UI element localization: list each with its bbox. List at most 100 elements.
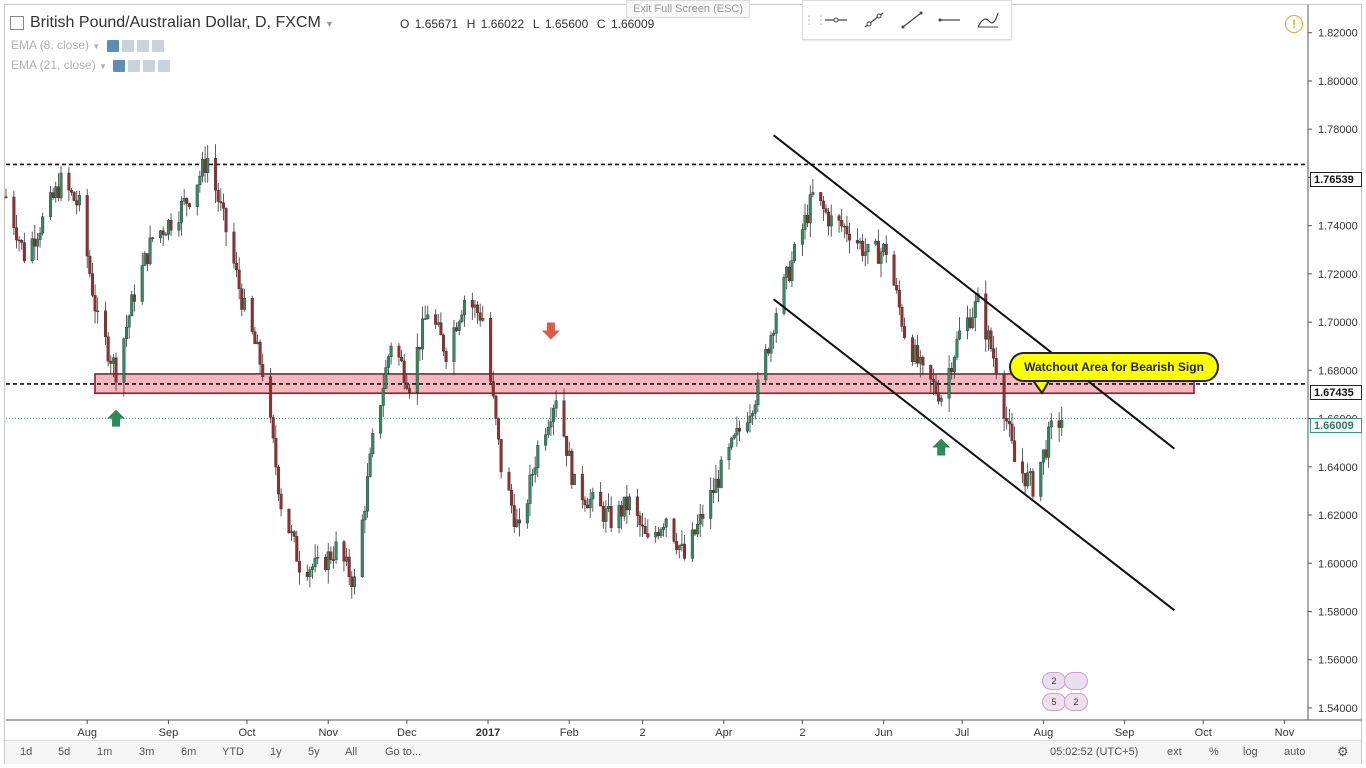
timeframe-1m[interactable]: 1m: [97, 746, 113, 758]
auto-toggle[interactable]: auto: [1284, 746, 1306, 758]
eye-icon[interactable]: [106, 39, 119, 52]
clock-display[interactable]: 05:02:52 (UTC+5): [1050, 746, 1139, 758]
candle-body: [127, 315, 131, 328]
timeframe-3m[interactable]: 3m: [139, 746, 155, 758]
candle-body: [696, 523, 700, 535]
legend-dropdown-icon[interactable]: ▼: [324, 19, 334, 29]
candle-body: [159, 230, 163, 239]
candle-body: [1020, 461, 1024, 474]
log-toggle[interactable]: log: [1243, 746, 1258, 758]
grip-icon[interactable]: ⋮⋮: [803, 13, 827, 27]
candle-body: [984, 293, 988, 340]
candle-body: [499, 439, 503, 473]
candle-body: [748, 415, 752, 424]
candle-body: [528, 474, 532, 504]
candle-body: [59, 172, 63, 199]
candle-body: [627, 496, 631, 511]
event-badge-aud[interactable]: 2: [1042, 672, 1066, 690]
y-tick-label: 1.60000: [1318, 558, 1358, 570]
horizontal-ray-icon[interactable]: [817, 1, 855, 39]
timeframe-1d[interactable]: 1d: [20, 746, 33, 758]
badge-count: 2: [1051, 676, 1057, 686]
candle-body: [96, 310, 100, 313]
candle-body: [311, 566, 315, 570]
gear-icon[interactable]: ⚙: [1337, 744, 1349, 759]
candle-body: [402, 360, 406, 383]
candle-body: [683, 543, 687, 559]
trend-line-icon[interactable]: [855, 1, 893, 39]
candle-body: [1007, 420, 1011, 425]
candle-body: [787, 266, 791, 282]
timeframe-5d[interactable]: 5d: [58, 746, 71, 758]
candle-body: [829, 215, 833, 227]
timeframe-6m[interactable]: 6m: [181, 746, 197, 758]
candle-body: [892, 254, 896, 286]
candle-body: [635, 496, 639, 516]
event-badge-gbp[interactable]: 5: [1042, 693, 1066, 711]
more-icon[interactable]: [143, 59, 156, 72]
candle-body: [1026, 472, 1030, 487]
candle-body: [973, 301, 977, 318]
candle-body: [753, 404, 757, 414]
event-badge-aud-2[interactable]: [1064, 672, 1088, 690]
event-badge-gbp-2[interactable]: 2: [1064, 693, 1088, 711]
indicator-ema-21[interactable]: EMA (21, close) ▼: [11, 58, 171, 72]
candle-body: [607, 505, 611, 509]
candle-body: [1039, 461, 1043, 497]
y-tick-label: 1.80000: [1318, 76, 1358, 88]
candle-body: [769, 335, 773, 354]
candle-body: [462, 299, 466, 316]
candle-body: [426, 314, 430, 319]
candle-body: [620, 505, 624, 517]
exit-fullscreen-button[interactable]: Exit Full Screen (ESC): [626, 0, 750, 18]
candle-body: [405, 382, 409, 389]
candle-body: [601, 506, 605, 522]
timeframe-all[interactable]: All: [345, 746, 358, 758]
gear-icon[interactable]: [128, 59, 141, 72]
candle-body: [617, 505, 621, 528]
candle-body: [12, 196, 16, 228]
timeframe-1y[interactable]: 1y: [270, 746, 282, 758]
candle-body: [918, 356, 922, 364]
gear-icon[interactable]: [121, 39, 134, 52]
candle-body: [955, 338, 959, 358]
candle-body: [793, 244, 797, 261]
indicator-ema-8[interactable]: EMA (8, close) ▼: [11, 38, 164, 52]
candle-body: [423, 318, 427, 320]
close-icon[interactable]: [158, 59, 171, 72]
eye-icon[interactable]: [113, 59, 126, 72]
collapse-legend-button[interactable]: [10, 16, 24, 31]
candle-body: [641, 524, 645, 527]
candle-body: [738, 427, 742, 432]
candle-body: [308, 569, 312, 577]
candle-body: [1047, 426, 1051, 458]
ext-toggle[interactable]: ext: [1167, 746, 1182, 758]
candle-body: [56, 186, 60, 199]
timeframe-5y[interactable]: 5y: [308, 746, 320, 758]
close-icon[interactable]: [151, 39, 164, 52]
percent-toggle[interactable]: %: [1209, 746, 1219, 758]
candle-body: [109, 360, 113, 364]
candle-body: [785, 266, 789, 278]
candle-body: [379, 405, 383, 434]
x-tick-label: 2017: [476, 727, 500, 739]
candle-body: [345, 556, 349, 562]
goto-button[interactable]: Go to...: [385, 746, 422, 758]
horizontal-line-icon[interactable]: [931, 1, 969, 39]
warning-icon[interactable]: !: [1285, 15, 1303, 33]
timeframe-ytd[interactable]: YTD: [222, 746, 244, 758]
candle-body: [125, 327, 129, 339]
curve-icon[interactable]: [969, 1, 1007, 39]
candle-body: [148, 237, 152, 264]
candle-body: [143, 253, 147, 266]
bearish-callout[interactable]: Watchout Area for Bearish Sign: [1009, 352, 1219, 382]
candle-body: [625, 496, 629, 511]
more-icon[interactable]: [136, 39, 149, 52]
x-tick-label: 2: [799, 727, 805, 739]
candle-body: [845, 225, 849, 235]
lower-channel-line: [772, 298, 1176, 612]
line-icon[interactable]: [893, 1, 931, 39]
ohlc-readout: O 1.65671 H 1.66022 L 1.65600 C 1.66009: [400, 17, 656, 31]
candle-body: [421, 318, 425, 350]
candle-body: [235, 263, 239, 271]
